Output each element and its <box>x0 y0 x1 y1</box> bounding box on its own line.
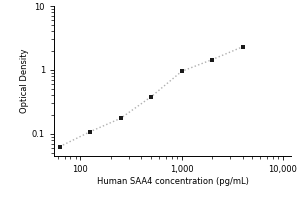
X-axis label: Human SAA4 concentration (pg/mL): Human SAA4 concentration (pg/mL) <box>97 177 248 186</box>
Y-axis label: Optical Density: Optical Density <box>20 49 29 113</box>
Point <box>210 58 214 61</box>
Point <box>179 70 184 73</box>
Point <box>240 45 245 48</box>
Point <box>57 145 62 148</box>
Point <box>149 95 154 98</box>
Point <box>118 117 123 120</box>
Point <box>88 130 92 133</box>
